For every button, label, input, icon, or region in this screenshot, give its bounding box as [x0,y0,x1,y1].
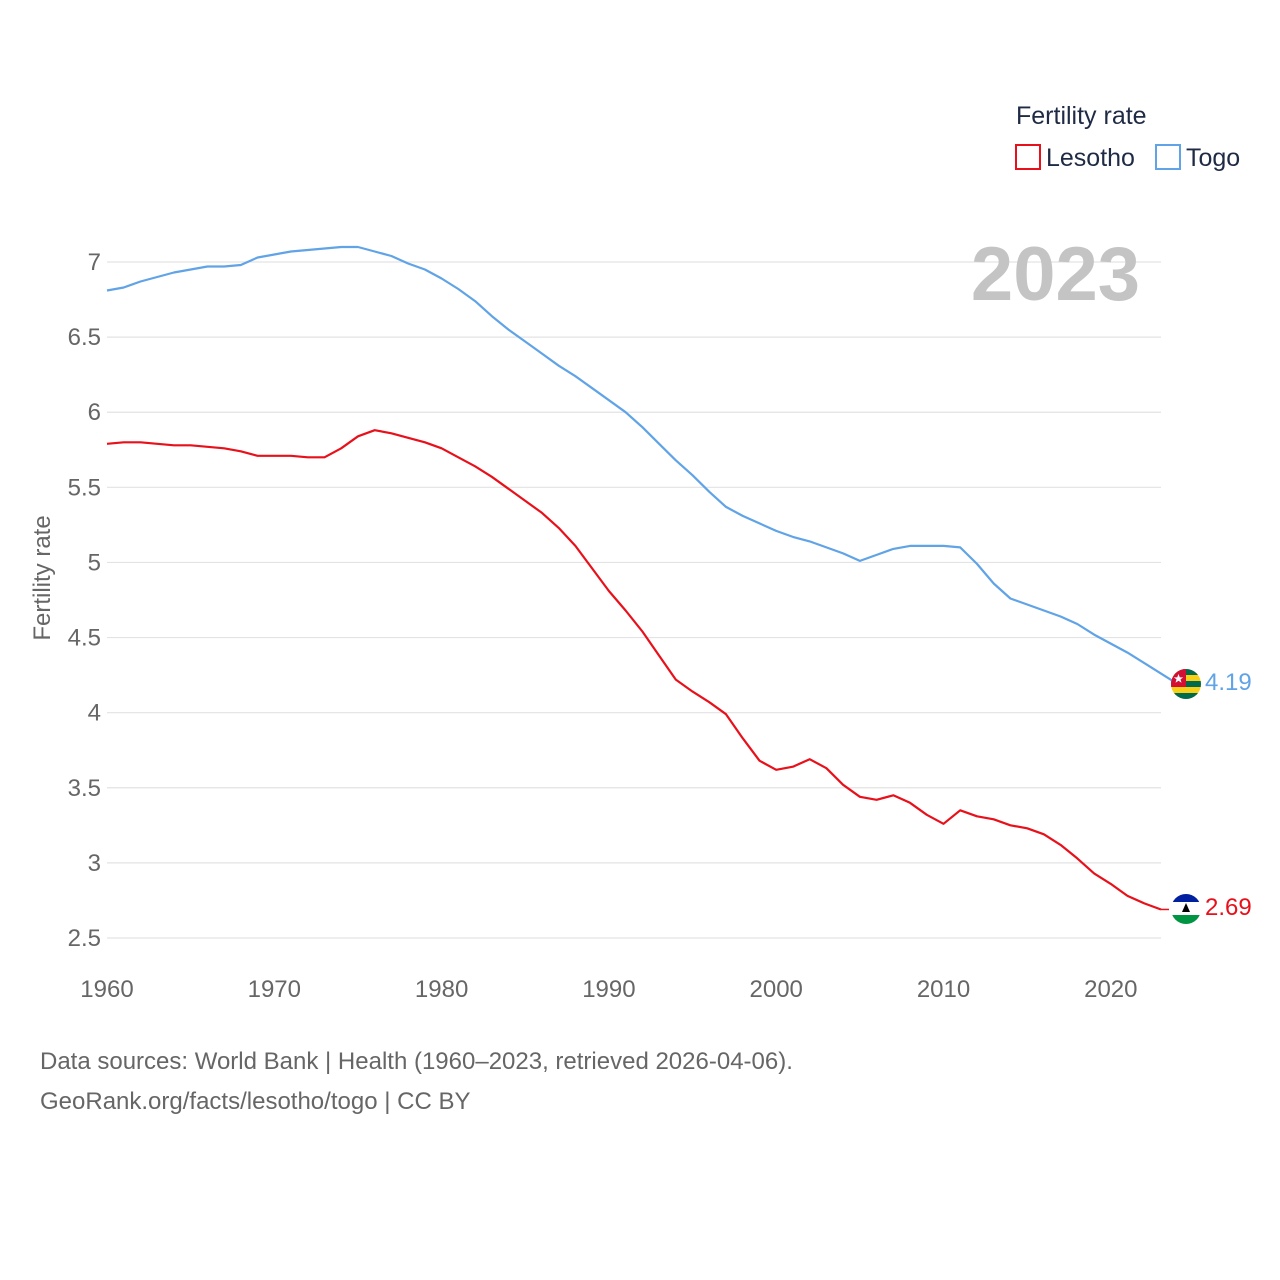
x-tick-label: 1980 [415,976,468,1003]
legend-title: Fertility rate [1016,102,1147,130]
y-tick-label: 3 [88,850,101,877]
x-tick-label: 2020 [1084,976,1137,1003]
x-tick-label: 2000 [750,976,803,1003]
x-tick-label: 1990 [582,976,635,1003]
legend-item-lesotho[interactable]: Lesotho [1015,144,1135,172]
source-notes: Data sources: World Bank | Health (1960–… [40,1042,793,1122]
grid-lines [107,261,1161,939]
x-tick-label: 2010 [917,976,970,1003]
y-tick-label: 5 [88,549,101,576]
y-tick-label: 7 [88,249,101,276]
legend: Fertility rate Lesotho Togo [1015,102,1240,172]
togo-flag-icon [1171,669,1201,699]
legend-swatch-lesotho [1015,144,1041,170]
y-tick-label: 3.5 [68,775,101,802]
y-tick-label: 4 [88,700,101,727]
legend-label-lesotho: Lesotho [1046,144,1135,172]
x-tick-label: 1960 [80,976,133,1003]
x-tick-label: 1970 [248,976,301,1003]
y-tick-label: 6.5 [68,324,101,351]
y-tick-label: 2.5 [68,925,101,952]
y-tick-label: 4.5 [68,625,101,652]
x-axis-tick-labels: 1960 1970 1980 1990 2000 2010 2020 [80,976,1137,1003]
y-axis-label: Fertility rate [29,515,56,640]
y-axis-tick-labels: 2.5 3 3.5 4 4.5 5 5.5 6 6.5 7 [68,249,101,952]
source-line-attribution[interactable]: GeoRank.org/facts/lesotho/togo | CC BY [40,1088,471,1115]
y-tick-label: 6 [88,399,101,426]
series-line-togo[interactable] [106,245,1179,686]
year-label: 2023 [971,232,1140,317]
series-line-lesotho[interactable] [106,429,1162,911]
lesotho-flag-icon [1171,894,1201,924]
lesotho-end-value-label: 2.69 [1205,894,1252,921]
source-line-data-sources: Data sources: World Bank | Health (1960–… [40,1048,793,1075]
legend-label-togo: Togo [1186,144,1240,172]
legend-item-togo[interactable]: Togo [1155,144,1240,172]
togo-end-value-label: 4.19 [1205,669,1252,696]
legend-swatch-togo [1155,144,1181,170]
series-lines [106,245,1186,911]
y-tick-label: 5.5 [68,474,101,501]
